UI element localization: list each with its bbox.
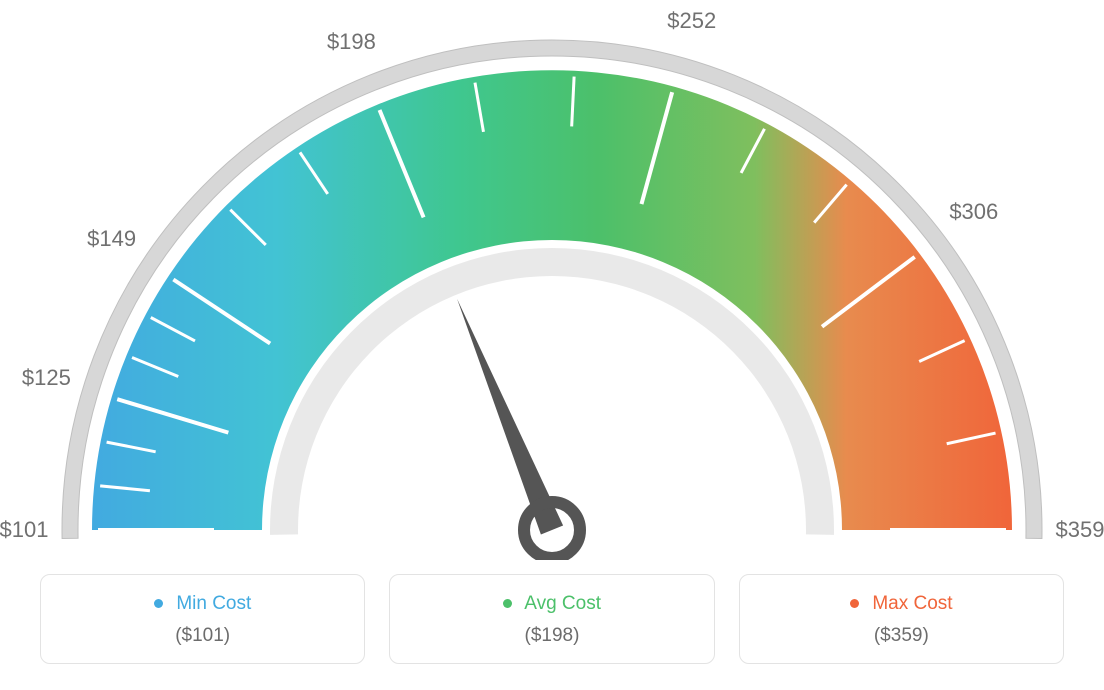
gauge-tick-label: $198 [327,29,376,55]
gauge-tick-label: $101 [0,517,48,543]
gauge-area: $101 $125 $149 $198 $252 $306 $359 [0,0,1104,560]
legend-title-text: Min Cost [176,593,251,614]
cost-gauge-chart: $101 $125 $149 $198 $252 $306 $359 Min Cost ($… [0,0,1104,690]
legend-title-text: Max Cost [872,593,952,614]
legend-card-avg: Avg Cost ($198) [389,574,714,664]
legend-title: Min Cost [51,593,354,615]
legend-dot-icon [503,599,512,608]
gauge-tick-label: $149 [87,226,136,252]
gauge-tick-label: $125 [22,365,71,391]
legend-title: Avg Cost [400,593,703,615]
legend-value: ($101) [51,625,354,647]
legend-dot-icon [850,599,859,608]
gauge-tick-label: $252 [667,8,716,34]
gauge-color-band [92,70,1012,530]
gauge-tick-label: $306 [949,199,998,225]
legend-card-max: Max Cost ($359) [739,574,1064,664]
legend-dot-icon [154,599,163,608]
gauge-svg [0,0,1104,560]
legend-value: ($198) [400,625,703,647]
gauge-tick-label: $359 [1056,517,1104,543]
legend-title: Max Cost [750,593,1053,615]
legend-value: ($359) [750,625,1053,647]
legend-card-min: Min Cost ($101) [40,574,365,664]
legend-row: Min Cost ($101) Avg Cost ($198) Max Cost… [40,574,1064,664]
legend-title-text: Avg Cost [524,593,601,614]
